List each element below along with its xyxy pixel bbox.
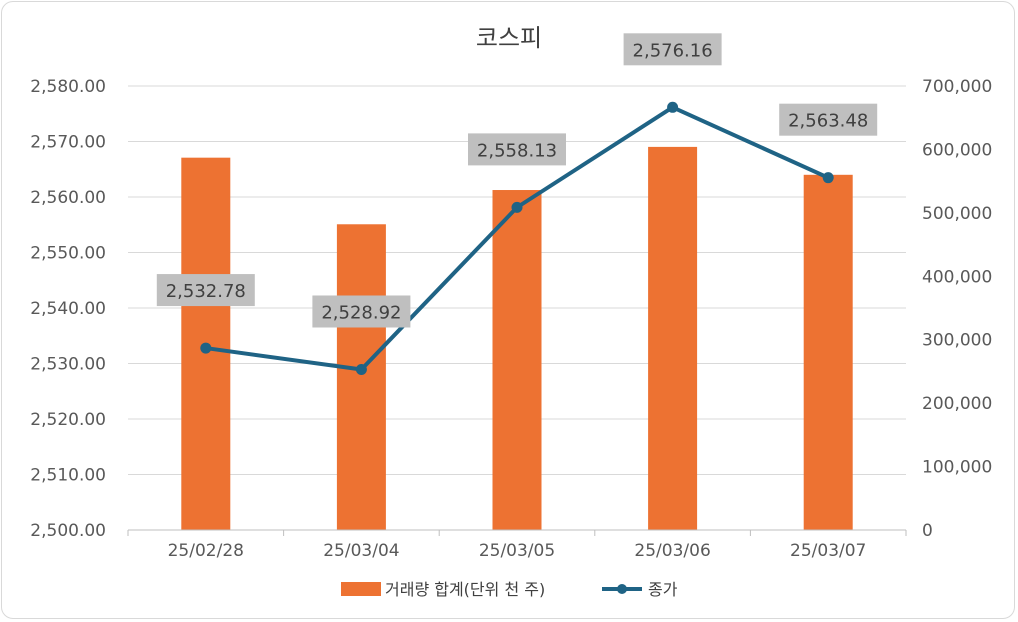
data-label: 2,532.78 xyxy=(166,281,246,302)
y-left-tick-label: 2,510.00 xyxy=(30,466,106,486)
data-label: 2,563.48 xyxy=(788,111,868,132)
y-right-tick-label: 200,000 xyxy=(922,394,992,414)
y-right-tick-label: 600,000 xyxy=(922,140,992,160)
data-label: 2,558.13 xyxy=(477,140,557,161)
y-right-tick-label: 400,000 xyxy=(922,267,992,287)
y-left-tick-label: 2,500.00 xyxy=(30,521,106,541)
data-label: 2,576.16 xyxy=(633,40,713,61)
y-left-tick-label: 2,530.00 xyxy=(30,355,106,375)
x-tick-label: 25/02/28 xyxy=(168,541,244,561)
y-left-tick-label: 2,550.00 xyxy=(30,244,106,264)
data-label-box xyxy=(779,103,878,136)
close-price-point xyxy=(667,101,679,113)
data-label: 2,528.92 xyxy=(321,302,401,323)
y-right-tick-label: 700,000 xyxy=(922,77,992,97)
x-tick-label: 25/03/04 xyxy=(323,541,399,561)
y-left-tick-label: 2,520.00 xyxy=(30,410,106,430)
x-tick-label: 25/03/07 xyxy=(790,541,866,561)
data-label-box xyxy=(468,133,566,166)
y-left-tick-label: 2,540.00 xyxy=(30,299,106,319)
chart-title: 코스피 xyxy=(476,24,542,52)
legend-bar-label: 거래량 합계(단위 천 주) xyxy=(385,580,545,599)
data-label-box xyxy=(312,295,411,328)
volume-bar xyxy=(336,224,386,530)
close-price-point xyxy=(822,172,834,184)
y-right-tick-label: 500,000 xyxy=(922,204,992,224)
close-price-point xyxy=(200,342,212,354)
y-right-tick-label: 300,000 xyxy=(922,331,992,351)
y-left-tick-label: 2,560.00 xyxy=(30,188,106,208)
y-right-tick-label: 0 xyxy=(922,521,933,541)
y-left-tick-label: 2,570.00 xyxy=(30,133,106,153)
legend-bar-swatch xyxy=(341,582,381,596)
x-tick-label: 25/03/06 xyxy=(634,541,710,561)
volume-bar xyxy=(648,146,698,531)
y-left-tick-label: 2,580.00 xyxy=(30,77,106,97)
x-tick-label: 25/03/05 xyxy=(479,541,555,561)
close-price-point xyxy=(511,201,523,213)
y-right-tick-label: 100,000 xyxy=(922,458,992,478)
data-label-box xyxy=(623,33,722,66)
legend-line-marker xyxy=(617,584,627,594)
volume-bar xyxy=(803,174,853,531)
legend-line-label: 종가 xyxy=(648,580,678,599)
data-label-box xyxy=(156,274,255,307)
close-price-point xyxy=(355,363,367,375)
volume-bar xyxy=(492,190,542,530)
